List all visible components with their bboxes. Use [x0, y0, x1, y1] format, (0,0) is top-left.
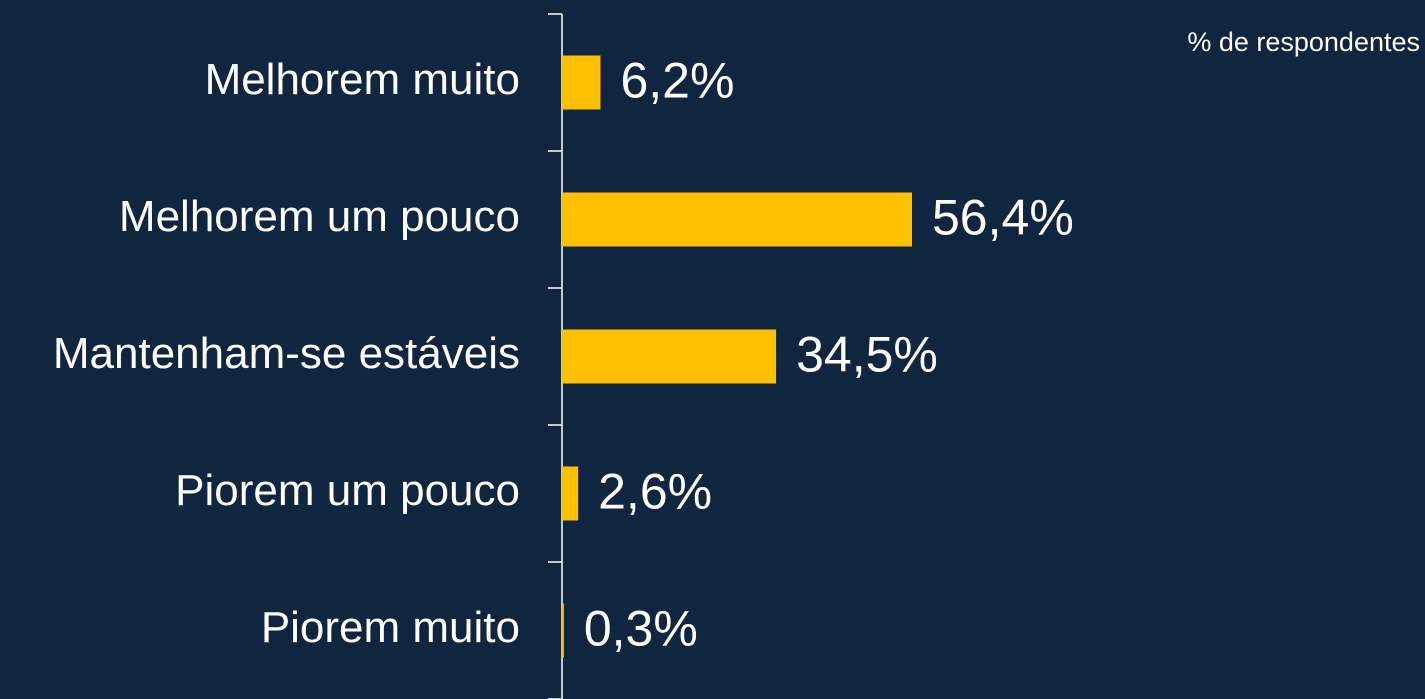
category-label: Piorem um pouco: [175, 466, 520, 515]
category-label: Melhorem um pouco: [119, 192, 520, 241]
category-label: Mantenham-se estáveis: [53, 329, 520, 378]
chart-subtitle: % de respondentes: [1187, 27, 1420, 57]
value-label: 56,4%: [932, 190, 1074, 246]
value-label: 6,2%: [620, 53, 734, 109]
category-label: Melhorem muito: [205, 55, 520, 104]
value-label: 2,6%: [598, 464, 712, 520]
value-label: 34,5%: [796, 327, 938, 383]
value-label: 0,3%: [584, 601, 698, 657]
bar: [562, 603, 564, 658]
bar: [562, 55, 601, 110]
category-label: Piorem muito: [261, 603, 520, 652]
bar: [562, 466, 579, 521]
bar: [562, 192, 912, 247]
bar: [562, 329, 777, 384]
